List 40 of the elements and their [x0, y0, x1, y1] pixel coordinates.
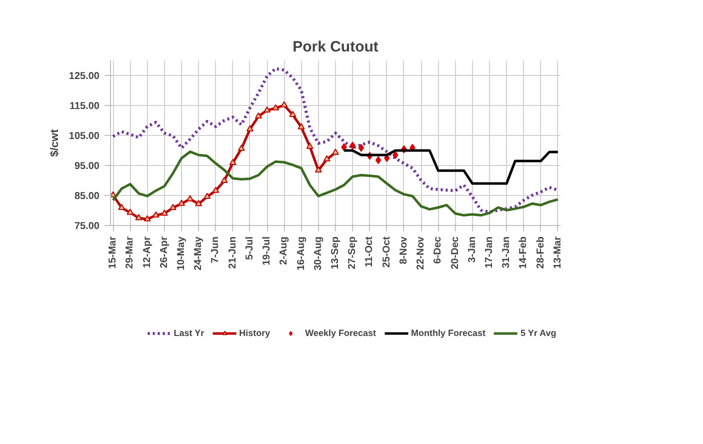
- x-tick-label: 19-Jul: [262, 236, 273, 266]
- y-tick-label: 75.00: [74, 221, 100, 232]
- y-tick-label: 85.00: [74, 191, 100, 202]
- legend-label: History: [239, 328, 270, 338]
- y-tick-label: 125.00: [68, 71, 100, 82]
- x-tick-label: 16-Aug: [296, 236, 307, 270]
- x-tick-label: 10-May: [176, 236, 188, 270]
- x-tick-label: 28-Feb: [535, 236, 546, 269]
- x-tick-label: 13-Sep: [330, 236, 341, 270]
- x-tick-label: 26-Apr: [158, 236, 170, 268]
- x-tick-label: 5-Jul: [244, 236, 256, 260]
- x-tick-label: 24-May: [193, 236, 204, 270]
- x-tick-label: 15-Mar: [108, 236, 119, 269]
- x-tick-label: 31-Jan: [501, 236, 512, 268]
- legend-label: Last Yr: [174, 328, 204, 338]
- x-tick-label: 8-Nov: [398, 236, 410, 264]
- x-tick-label: 2-Aug: [278, 236, 290, 265]
- x-tick-label: 27-Sep: [347, 236, 358, 270]
- legend-label: 5 Yr Avg: [520, 328, 556, 338]
- chart-title: Pork Cutout: [292, 38, 378, 56]
- x-tick-label: 30-Aug: [312, 236, 324, 270]
- x-tick-label: 29-Mar: [124, 236, 136, 269]
- y-tick-label: 95.00: [74, 161, 100, 172]
- x-tick-label: 14-Feb: [518, 236, 530, 269]
- x-tick-label: 7-Jun: [210, 236, 222, 264]
- x-tick-label: 21-Jun: [227, 236, 238, 269]
- x-tick-label: 3-Jan: [466, 236, 478, 263]
- x-tick-label: 22-Nov: [416, 236, 427, 270]
- y-tick-label: 115.00: [69, 101, 100, 112]
- x-tick-label: 11-Oct: [364, 236, 376, 268]
- x-tick-label: 13-Mar: [552, 236, 564, 269]
- x-tick-label: 25-Oct: [381, 236, 392, 268]
- x-tick-label: 17-Jan: [484, 236, 495, 268]
- x-tick-label: 12-Apr: [142, 236, 153, 268]
- legend-label: Weekly Forecast: [305, 328, 376, 338]
- x-tick-label: 20-Dec: [450, 236, 461, 270]
- x-tick-label: 6-Dec: [432, 236, 444, 264]
- y-tick-label: 105.00: [68, 131, 100, 142]
- y-axis-title: $/cwt: [48, 128, 61, 157]
- legend-label: Monthly Forecast: [411, 328, 486, 338]
